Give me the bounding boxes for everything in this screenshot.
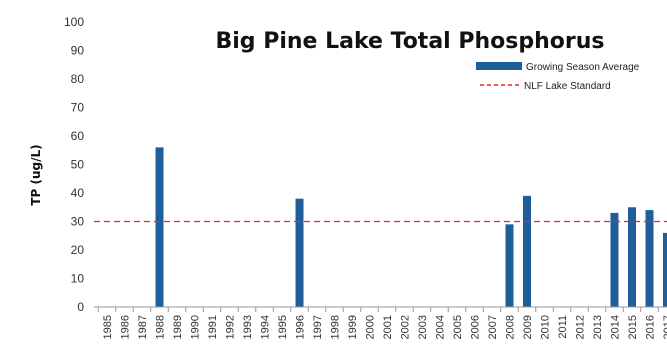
x-tick-label: 2015 [627,315,639,339]
x-tick-label: 2017 [662,315,667,339]
x-tick-label: 1988 [155,315,167,339]
x-tick-label: 1991 [207,315,219,339]
bar-2008 [505,224,514,307]
y-tick-label: 80 [71,72,85,86]
x-tick-label: 1994 [260,315,272,339]
y-tick-label: 0 [77,300,84,314]
x-tick-label: 2010 [540,315,552,339]
x-tick-label: 2013 [592,315,604,339]
bar-series [155,147,667,307]
x-tick-label: 1998 [330,315,342,339]
x-tick-label: 2001 [382,315,394,339]
bar-1996 [295,198,304,307]
x-tick-label: 1987 [137,315,149,339]
bar-2009 [523,195,531,307]
y-tick-label: 90 [71,44,85,58]
x-tick-label: 1993 [242,315,254,339]
x-tick-label: 1989 [172,315,184,339]
x-tick-label: 2000 [365,315,377,339]
bar-2016 [645,210,654,307]
x-tick-label: 1990 [190,315,202,339]
x-tick-label: 2003 [417,315,429,339]
y-tick-label: 30 [71,215,85,229]
y-tick-label: 50 [71,158,85,172]
x-tick-label: 2011 [557,315,569,339]
legend-label-line: NLF Lake Standard [524,81,611,92]
bar-2017 [663,232,667,307]
bar-2014 [610,212,619,307]
y-tick-label: 100 [64,15,84,29]
x-tick-label: 2016 [645,315,657,339]
x-tick-label: 2002 [400,315,412,339]
x-tick-label: 2004 [435,315,447,339]
x-tick-label: 2014 [610,315,622,339]
y-tick-label: 10 [71,272,85,286]
bar-1988 [155,147,164,307]
x-tick-label: 1985 [102,315,114,339]
x-tick-label: 1996 [295,315,307,339]
x-tick-label: 2005 [452,315,464,339]
x-tick-label: 2008 [505,315,517,339]
x-tick-label: 2009 [522,315,534,339]
x-tick-label: 1997 [312,315,324,339]
y-tick-label: 40 [71,186,85,200]
y-tick-label: 20 [71,243,85,257]
legend-label-bar: Growing Season Average [526,62,640,73]
x-tick-label: 2012 [575,315,587,339]
y-tick-label: 60 [71,129,85,143]
x-tick-label: 1995 [277,315,289,339]
y-axis-ticks: 0 10 20 30 40 50 60 70 80 90 100 [64,15,84,314]
x-tick-label: 2007 [487,315,499,339]
x-tick-label: 1999 [347,315,359,339]
legend-bar-swatch [476,62,522,70]
x-axis-ticks: 1985 1986 1987 1988 1989 1990 1991 1992 1993 1994… [97,307,667,339]
x-tick-label: 1992 [225,315,237,339]
legend: Growing Season Average NLF Lake Standard [476,62,640,92]
y-axis-title: TP (ug/L) [29,144,43,205]
bar-2015 [628,207,636,307]
chart-title: Big Pine Lake Total Phosphorus [216,29,605,54]
y-tick-label: 70 [71,101,85,115]
x-tick-label: 2006 [470,315,482,339]
x-tick-label: 1986 [120,315,132,339]
